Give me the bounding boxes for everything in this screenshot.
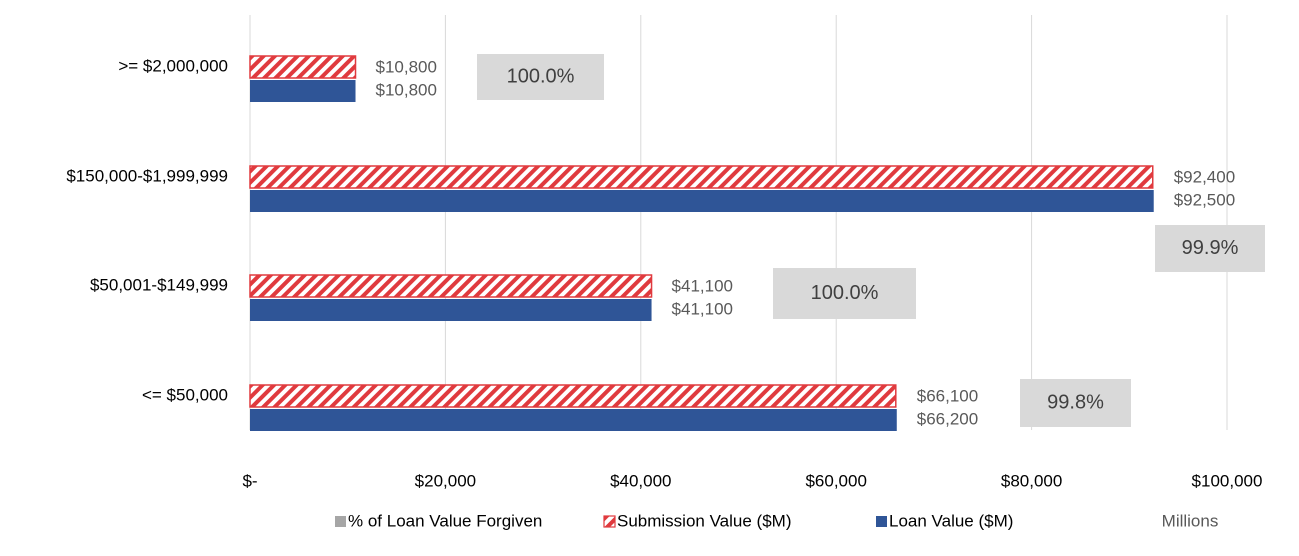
- percent-label: 100.0%: [811, 282, 879, 304]
- legend-swatch: [603, 515, 616, 528]
- x-tick-label: $20,000: [415, 471, 476, 490]
- percent-box: [1020, 379, 1131, 427]
- bar: [250, 80, 356, 102]
- legend-label: Loan Value ($M): [889, 511, 1013, 530]
- x-tick-label: $40,000: [610, 471, 671, 490]
- x-tick-label: $60,000: [805, 471, 866, 490]
- bar: [249, 55, 357, 79]
- legend-label: Submission Value ($M): [617, 511, 791, 530]
- bar: [250, 299, 652, 321]
- percent-box: [773, 268, 916, 319]
- category-label: $50,001-$149,999: [90, 275, 228, 294]
- legend-swatch: [876, 516, 887, 527]
- axis-unit-label: Millions: [1162, 511, 1219, 530]
- data-label: $10,800: [376, 57, 437, 76]
- bar: [250, 409, 897, 431]
- category-label: <= $50,000: [142, 385, 228, 404]
- percent-label: 99.8%: [1047, 391, 1104, 413]
- data-label: $92,400: [1174, 167, 1235, 186]
- data-label: $41,100: [672, 276, 733, 295]
- percent-label: 99.9%: [1182, 237, 1239, 259]
- category-label: >= $2,000,000: [118, 56, 228, 75]
- x-tick-label: $80,000: [1001, 471, 1062, 490]
- data-label: $92,500: [1174, 190, 1235, 209]
- data-label: $10,800: [376, 80, 437, 99]
- data-label: $66,100: [917, 386, 978, 405]
- percent-box: [477, 54, 604, 100]
- percent-label: 100.0%: [507, 65, 575, 87]
- bar: [249, 165, 1154, 189]
- legend-label: % of Loan Value Forgiven: [348, 511, 542, 530]
- data-label: $66,200: [917, 409, 978, 428]
- category-label: $150,000-$1,999,999: [66, 166, 228, 185]
- bar: [250, 190, 1154, 212]
- x-tick-label: $100,000: [1192, 471, 1263, 490]
- bar: [249, 384, 897, 408]
- bar: [249, 274, 653, 298]
- x-tick-label: $-: [242, 471, 257, 490]
- legend-swatch: [335, 516, 346, 527]
- data-label: $41,100: [672, 299, 733, 318]
- percent-box: [1155, 225, 1265, 272]
